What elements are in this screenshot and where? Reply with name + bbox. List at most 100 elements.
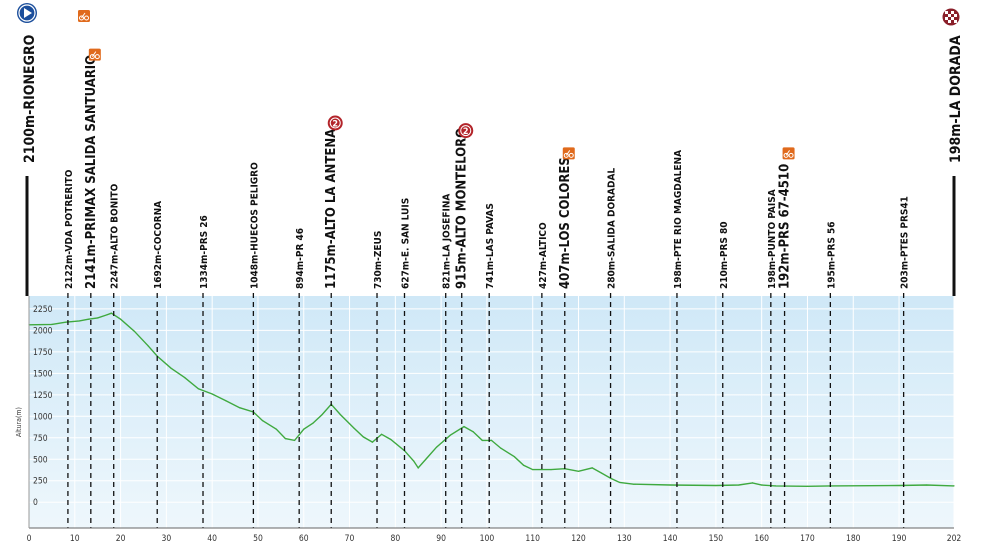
elevation-point xyxy=(774,485,777,487)
x-tick-label: 180 xyxy=(846,534,861,544)
elevation-point xyxy=(371,441,374,443)
x-tick-label: 120 xyxy=(571,534,586,544)
elevation-point xyxy=(284,438,287,440)
sprint-icon-frame xyxy=(785,150,790,156)
x-tick-label: 40 xyxy=(207,534,217,544)
x-tick-label: 10 xyxy=(70,534,80,544)
x-tick-label: 70 xyxy=(345,534,355,544)
elevation-point xyxy=(293,439,296,441)
elevation-point xyxy=(261,419,264,422)
finish-label: 198m-LA DORADA xyxy=(948,35,964,163)
waypoint-label: 427m-ALTICO xyxy=(538,222,549,289)
mountain-icon-ring xyxy=(329,117,341,129)
elevation-point xyxy=(239,407,241,409)
waypoint-label: 195m-PRS 56 xyxy=(826,221,837,289)
elevation-point xyxy=(312,422,314,424)
start-label: 2100m-RIONEGRO xyxy=(22,34,38,163)
sprint-icon-bg xyxy=(782,147,795,160)
waypoint-label: 1175m-ALTO LA ANTENA xyxy=(324,129,339,289)
waypoint-label: 407m-LOS COLORES xyxy=(558,157,573,289)
mountain-icon-number: 2 xyxy=(332,120,338,130)
waypoint-label: 915m-ALTO MONTELORO xyxy=(455,128,470,289)
x-tick-label: 30 xyxy=(162,534,172,544)
elevation-point xyxy=(417,467,419,469)
elevation-point xyxy=(65,321,67,323)
y-tick-label: 1750 xyxy=(33,348,53,358)
elevation-point xyxy=(481,439,483,441)
x-tick-label: 170 xyxy=(800,534,815,544)
y-tick-label: 0 xyxy=(33,498,38,508)
sprint-icon-wheel xyxy=(94,54,100,60)
elevation-point xyxy=(619,481,621,484)
sprint-icon-wheel xyxy=(79,15,84,21)
y-tick-label: 2250 xyxy=(33,305,53,315)
waypoint-label: 894m-PR 46 xyxy=(295,228,306,289)
waypoint-icons: 22 xyxy=(17,3,961,160)
mountain-cat2-icon: 2 xyxy=(327,115,343,131)
elevation-point xyxy=(898,484,900,487)
mountain-icon-number: 2 xyxy=(463,127,469,137)
elevation-point xyxy=(751,482,754,484)
sprint-icon xyxy=(88,48,101,61)
sprint-icon-frame xyxy=(565,150,571,156)
x-tick-label: 60 xyxy=(299,534,309,544)
waypoint-label: 280m-SALIDA DORADAL xyxy=(607,168,618,289)
elevation-point xyxy=(426,456,428,459)
elevation-point xyxy=(110,312,113,314)
elevation-point xyxy=(133,330,135,332)
elevation-point xyxy=(953,485,955,487)
elevation-point xyxy=(321,413,323,416)
sprint-icon-wheel xyxy=(568,152,574,158)
x-tick-label: 20 xyxy=(116,534,126,544)
waypoint-label: 2122m-VDA POTRERITO xyxy=(64,169,75,289)
finish-icon-check xyxy=(945,11,948,14)
elevation-point xyxy=(413,460,415,462)
elevation-point xyxy=(500,447,502,449)
mountain-icon-ring xyxy=(460,125,472,137)
y-tick-label: 2000 xyxy=(33,326,53,336)
elevation-point xyxy=(339,413,341,416)
waypoint-label: 203m-PTES PRS41 xyxy=(900,196,911,289)
y-tick-label: 1500 xyxy=(33,369,53,379)
waypoint-label: 2141m-PRIMAX SALIDA SANTUARIO xyxy=(84,55,99,289)
finish-icon-check xyxy=(948,20,951,23)
elevation-point xyxy=(806,485,809,487)
y-tick-label: 250 xyxy=(33,477,48,487)
finish-icon-check xyxy=(954,20,957,23)
start-flag-icon xyxy=(17,3,37,23)
x-tick-label: 50 xyxy=(253,534,263,544)
elevation-point xyxy=(669,484,671,486)
waypoint-label: 627m-E. SAN LUIS xyxy=(400,198,411,289)
sprint-icon-wheel xyxy=(788,152,794,158)
elevation-point xyxy=(522,464,525,466)
waypoint-label: 210m-PRS 80 xyxy=(719,221,730,289)
sprint-icon xyxy=(78,10,90,22)
waypoint-label: 192m-PRS 67-4510 xyxy=(778,164,793,289)
elevation-point xyxy=(51,323,53,325)
elevation-point xyxy=(390,438,392,441)
x-tick-label: 90 xyxy=(436,534,446,544)
elevation-point xyxy=(577,470,580,472)
elevation-point xyxy=(600,472,603,474)
sprint-icon-wheel xyxy=(89,54,95,60)
y-tick-label: 750 xyxy=(33,434,48,444)
elevation-point xyxy=(449,434,451,436)
sprint-icon-bg xyxy=(88,48,101,61)
finish-icon-check xyxy=(948,14,951,17)
waypoint-label: 1334m-PRS 26 xyxy=(199,215,210,289)
waypoint-label: 730m-ZEUS xyxy=(373,231,384,289)
elevation-point xyxy=(541,468,543,471)
elevation-point xyxy=(225,400,227,402)
mountain-cat2-icon: 2 xyxy=(458,123,474,139)
elevation-point xyxy=(362,436,364,438)
waypoint-label: 741m-LAS PAVAS xyxy=(485,203,496,289)
x-tick-label: 130 xyxy=(617,534,632,544)
waypoint-labels: 2122m-VDA POTRERITO 2141m-PRIMAX SALIDA S… xyxy=(22,34,964,289)
elevation-point xyxy=(532,468,534,471)
elevation-point xyxy=(435,446,438,448)
sprint-icon xyxy=(782,147,795,160)
elevation-point xyxy=(275,428,277,430)
start-icon-arrow xyxy=(24,8,32,18)
elevation-point xyxy=(380,433,383,435)
